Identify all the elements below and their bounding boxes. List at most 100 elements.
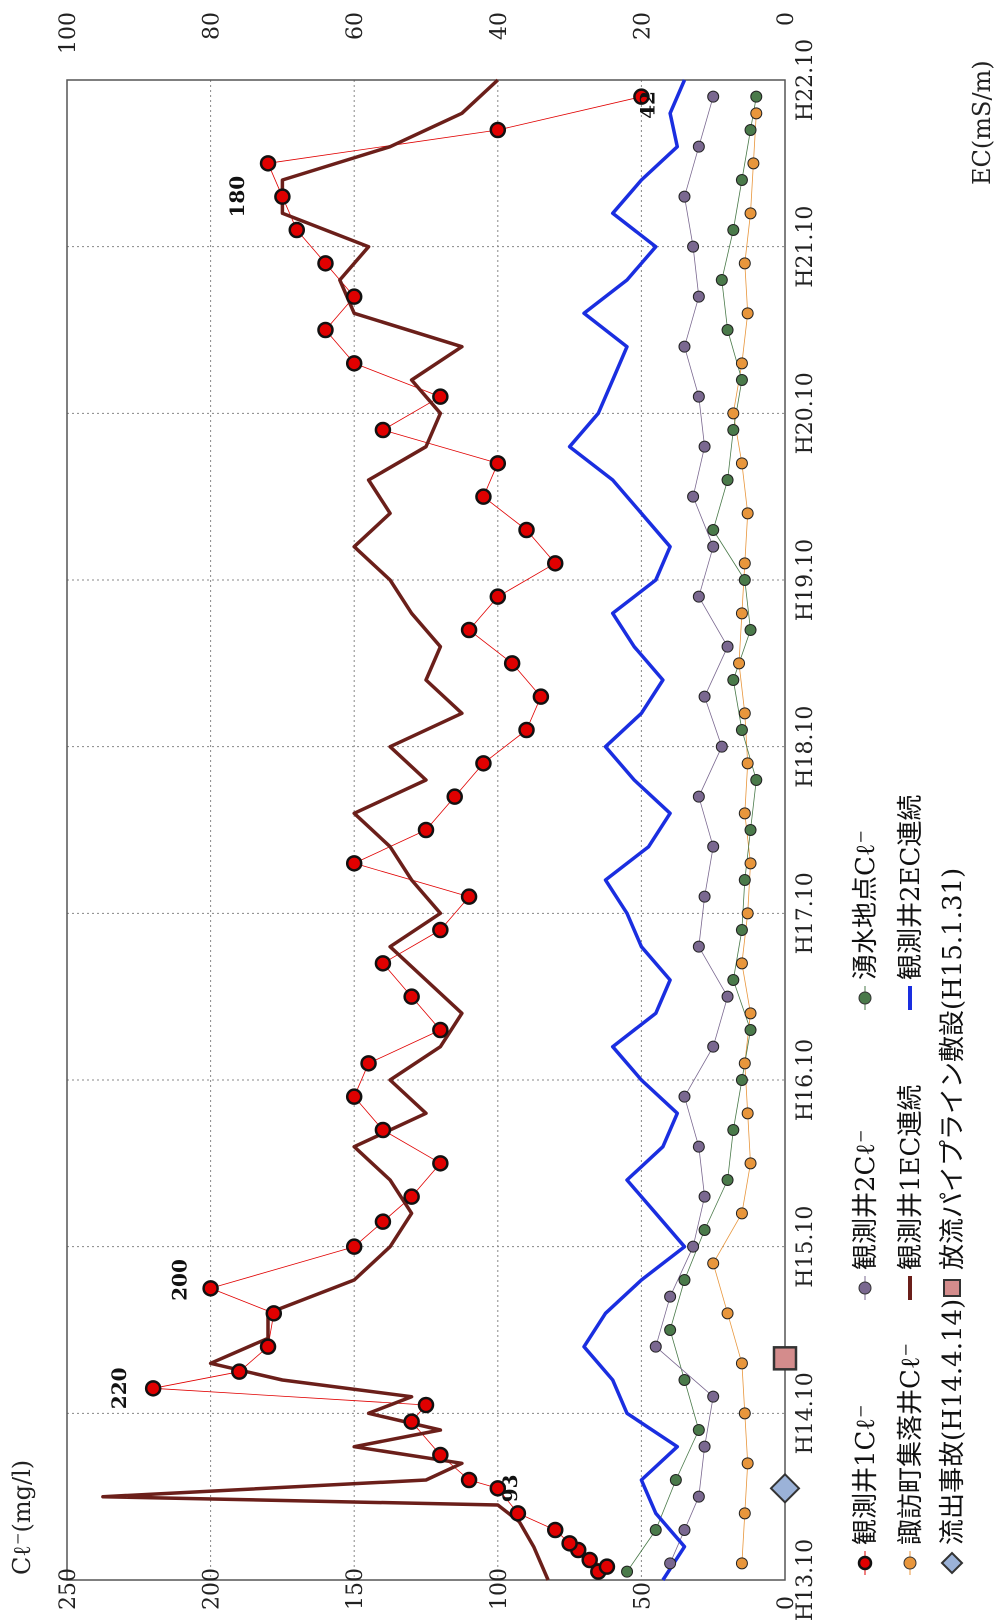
data-point xyxy=(741,507,754,520)
data-point xyxy=(747,157,760,170)
event-markers xyxy=(769,1346,801,1504)
value-annotation: 220 xyxy=(107,1367,131,1409)
data-point xyxy=(417,1396,435,1414)
data-point xyxy=(678,1374,691,1386)
data-point xyxy=(721,1307,734,1320)
data-point xyxy=(687,1240,700,1253)
data-point xyxy=(460,1471,478,1489)
data-point xyxy=(345,1088,363,1105)
data-point xyxy=(432,388,449,405)
data-point xyxy=(741,907,754,920)
blue-diamond-icon xyxy=(940,1551,964,1575)
legend-item: 湧水地点Cℓ⁻ xyxy=(851,830,881,1010)
data-point xyxy=(698,440,711,453)
x-tick-label: H13.10 xyxy=(793,1539,818,1621)
data-point xyxy=(707,1040,720,1053)
data-point xyxy=(738,1057,751,1070)
data-point xyxy=(374,1213,392,1230)
purple-dot-icon xyxy=(858,1281,872,1295)
data-point xyxy=(692,390,705,403)
tick-labels: H13.10 H14.10 H15.10 H16.10 H17.10 H18.10 H19.… xyxy=(56,12,818,1621)
data-point xyxy=(727,1124,740,1136)
data-point xyxy=(727,674,740,686)
legend-item: 放流パイプライン敷設(H15.1.31) xyxy=(938,868,968,1297)
x-tick-label: H18.10 xyxy=(793,706,818,788)
data-point xyxy=(744,207,757,220)
data-point xyxy=(446,788,463,805)
legend-label: 流出事故(H14.4.14) xyxy=(938,1299,968,1545)
data-point xyxy=(518,721,535,739)
data-point xyxy=(733,657,746,670)
data-point xyxy=(735,374,748,386)
data-point xyxy=(581,1551,598,1569)
series-line xyxy=(101,78,550,1581)
data-point xyxy=(698,690,711,703)
left-tick-label: 50 xyxy=(630,1582,655,1610)
series-line xyxy=(152,96,642,1573)
data-point xyxy=(738,257,751,270)
data-point xyxy=(621,1565,634,1578)
data-point xyxy=(707,90,720,103)
right-tick-label: 0 xyxy=(774,12,799,26)
data-point xyxy=(518,521,535,539)
data-point xyxy=(721,1174,734,1186)
data-point xyxy=(735,724,748,736)
data-point xyxy=(489,1480,507,1497)
data-point xyxy=(460,621,478,639)
left-tick-label: 0 xyxy=(774,1596,799,1610)
data-point xyxy=(649,1340,662,1353)
series-line xyxy=(655,96,728,1564)
data-point xyxy=(744,124,757,136)
data-point xyxy=(649,1524,662,1536)
data-point xyxy=(374,1121,392,1139)
data-point xyxy=(692,1424,705,1436)
data-point xyxy=(546,1521,564,1539)
x-tick-label: H17.10 xyxy=(793,872,818,954)
orange-dot-icon xyxy=(903,1556,917,1570)
series-line xyxy=(712,113,757,1564)
red-dot-icon xyxy=(857,1555,873,1571)
right-tick-label: 80 xyxy=(200,12,225,40)
left-tick-label: 150 xyxy=(343,1568,368,1610)
data-point xyxy=(738,574,751,586)
data-point xyxy=(489,121,507,139)
legend-item: 流出事故(H14.4.14) xyxy=(938,1299,968,1575)
series-line xyxy=(567,79,687,1581)
data-point xyxy=(735,357,748,370)
data-point xyxy=(417,821,435,839)
data-point xyxy=(345,1238,363,1255)
data-point xyxy=(678,340,691,353)
series-line xyxy=(626,96,757,1572)
data-point xyxy=(735,1207,748,1220)
data-point xyxy=(698,1190,711,1203)
value-annotation: 42 xyxy=(636,91,660,119)
data-point xyxy=(374,955,392,972)
plot-area xyxy=(66,79,786,1581)
data-point xyxy=(669,1474,682,1486)
data-point xyxy=(735,1074,748,1086)
left-tick-label: 200 xyxy=(200,1568,225,1610)
data-point xyxy=(598,1558,616,1575)
data-point xyxy=(259,155,277,172)
data-point xyxy=(432,921,449,939)
event-diamond-marker xyxy=(769,1472,801,1504)
data-point xyxy=(403,988,420,1005)
green-dot-icon xyxy=(858,991,872,1005)
data-point xyxy=(678,190,691,203)
data-point xyxy=(664,1290,677,1303)
data-point xyxy=(721,990,734,1003)
right-tick-label: 60 xyxy=(343,12,368,40)
data-point xyxy=(489,455,507,472)
data-point xyxy=(489,588,507,605)
data-point xyxy=(460,888,478,905)
value-annotation: 200 xyxy=(167,1259,191,1301)
data-point xyxy=(345,355,363,372)
data-point xyxy=(721,474,734,486)
data-point xyxy=(687,490,700,503)
data-point xyxy=(707,1390,720,1403)
data-point xyxy=(738,557,751,570)
data-point xyxy=(750,774,763,786)
x-tick-label: H16.10 xyxy=(793,1039,818,1121)
data-point xyxy=(707,840,720,853)
